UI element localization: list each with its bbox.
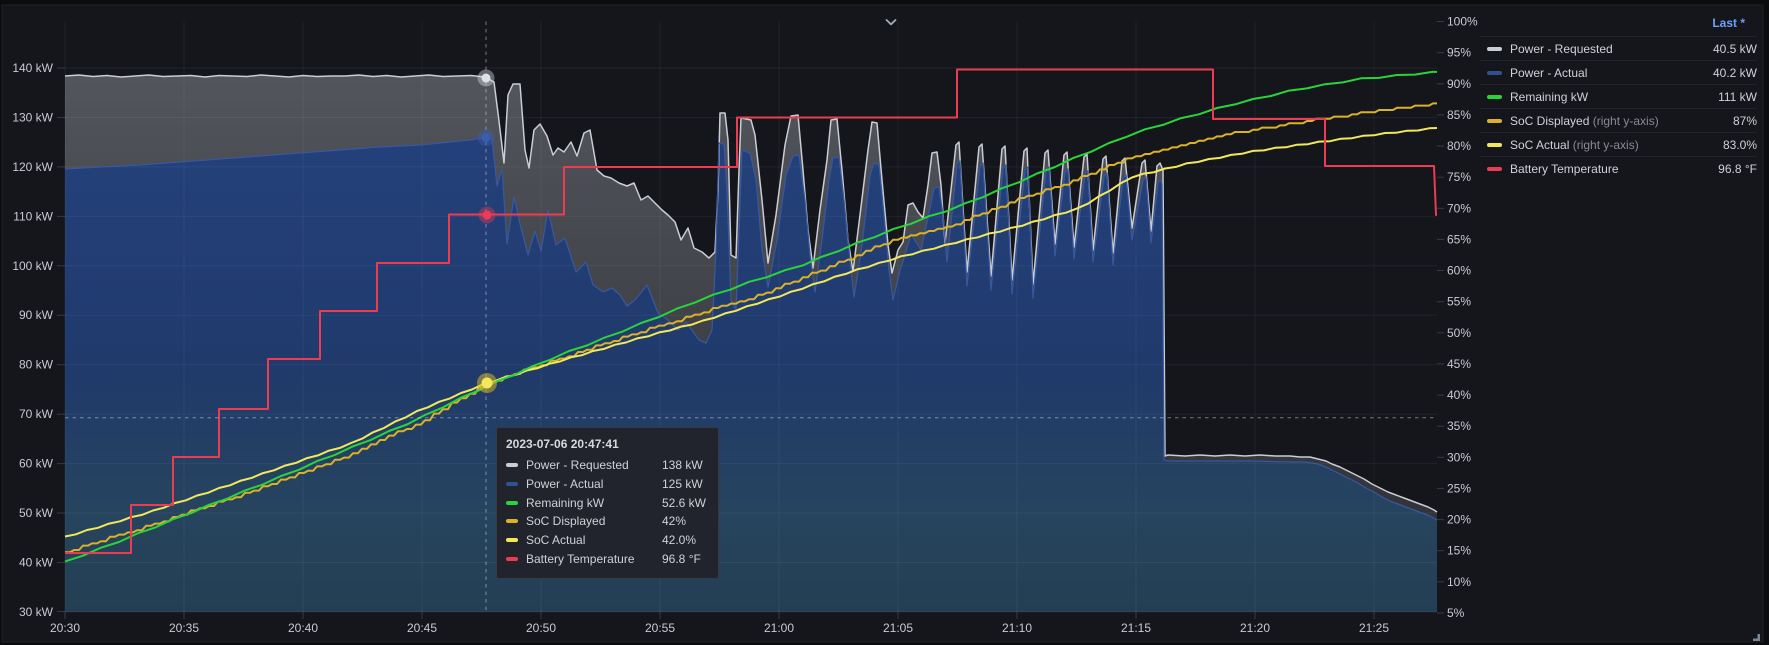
svg-text:75%: 75% [1447, 170, 1471, 184]
svg-text:50%: 50% [1447, 326, 1471, 340]
svg-text:20:55: 20:55 [645, 621, 675, 635]
svg-text:60%: 60% [1447, 264, 1471, 278]
svg-text:20:40: 20:40 [288, 621, 318, 635]
svg-text:21:10: 21:10 [1002, 621, 1032, 635]
svg-text:70%: 70% [1447, 201, 1471, 215]
svg-text:21:05: 21:05 [883, 621, 913, 635]
svg-text:95%: 95% [1447, 46, 1471, 60]
svg-text:20:50: 20:50 [526, 621, 556, 635]
svg-text:21:25: 21:25 [1359, 621, 1389, 635]
svg-text:5%: 5% [1447, 606, 1465, 620]
svg-text:40 kW: 40 kW [19, 556, 54, 570]
svg-text:50 kW: 50 kW [19, 506, 54, 520]
svg-text:90%: 90% [1447, 77, 1471, 91]
svg-text:70 kW: 70 kW [19, 407, 54, 421]
svg-text:45%: 45% [1447, 357, 1471, 371]
svg-text:60 kW: 60 kW [19, 457, 54, 471]
svg-text:130 kW: 130 kW [12, 111, 53, 125]
svg-text:140 kW: 140 kW [12, 61, 53, 75]
svg-text:35%: 35% [1447, 419, 1471, 433]
svg-text:20:45: 20:45 [407, 621, 437, 635]
svg-text:10%: 10% [1447, 575, 1471, 589]
svg-text:80 kW: 80 kW [19, 358, 54, 372]
svg-text:21:00: 21:00 [764, 621, 794, 635]
svg-text:40%: 40% [1447, 388, 1471, 402]
svg-text:15%: 15% [1447, 544, 1471, 558]
svg-text:65%: 65% [1447, 232, 1471, 246]
svg-text:80%: 80% [1447, 139, 1471, 153]
svg-text:21:15: 21:15 [1121, 621, 1151, 635]
svg-text:55%: 55% [1447, 295, 1471, 309]
svg-text:100%: 100% [1447, 15, 1478, 29]
svg-text:120 kW: 120 kW [12, 160, 53, 174]
svg-text:30%: 30% [1447, 450, 1471, 464]
svg-text:20:35: 20:35 [169, 621, 199, 635]
svg-text:20:30: 20:30 [50, 621, 80, 635]
svg-text:85%: 85% [1447, 108, 1471, 122]
svg-text:90 kW: 90 kW [19, 308, 54, 322]
svg-text:20%: 20% [1447, 513, 1471, 527]
svg-text:110 kW: 110 kW [13, 209, 53, 223]
svg-text:100 kW: 100 kW [12, 259, 53, 273]
svg-text:21:20: 21:20 [1240, 621, 1270, 635]
svg-text:25%: 25% [1447, 481, 1471, 495]
svg-text:30 kW: 30 kW [19, 605, 54, 619]
